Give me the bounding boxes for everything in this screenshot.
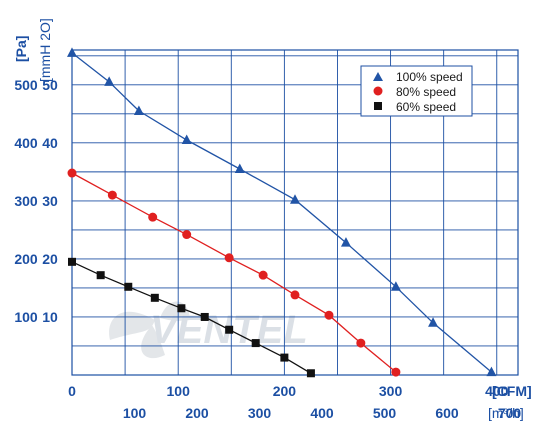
data-point-100-speed — [104, 76, 115, 86]
ventel-watermark-logo: VENTEL — [109, 301, 308, 359]
y-tick-mmh2o: 30 — [42, 193, 58, 209]
y-tick-mmh2o: 20 — [42, 251, 58, 267]
data-point-100-speed — [290, 194, 300, 204]
y-tick-mmh2o: 50 — [42, 77, 58, 93]
x-tick-m3h: 400 — [310, 405, 334, 421]
data-point-80-speed — [67, 168, 77, 178]
legend-marker-100 — [373, 72, 383, 81]
data-point-100-speed — [181, 134, 192, 144]
data-point-80-speed — [107, 190, 117, 200]
grid — [72, 50, 518, 375]
y-tick-pa: 300 — [14, 193, 38, 209]
legend-marker-80 — [373, 86, 383, 96]
data-point-80-speed — [290, 290, 300, 300]
data-point-60-speed — [225, 325, 234, 334]
x-tick-cfm: 100 — [167, 383, 191, 399]
x-axis-m3h-label: [m³/h] — [488, 405, 524, 421]
data-point-100-speed — [390, 281, 401, 291]
x-tick-m3h: 300 — [248, 405, 272, 421]
data-point-60-speed — [177, 304, 186, 313]
legend: 100% speed 80% speed 60% speed — [360, 65, 473, 117]
data-point-100-speed — [486, 366, 497, 377]
data-point-60-speed — [96, 271, 105, 280]
x-tick-cfm: 400 — [485, 383, 509, 399]
data-point-80-speed — [148, 212, 158, 222]
plot-frame — [71, 49, 519, 376]
data-point-60-speed — [306, 369, 315, 378]
data-point-80-speed — [182, 230, 192, 240]
x-tick-m3h: 100 — [123, 405, 147, 421]
data-point-80-speed — [391, 367, 401, 377]
legend-label-80: 80% speed — [396, 85, 456, 99]
x-tick-m3h: 700 — [498, 405, 522, 421]
data-point-60-speed — [280, 353, 289, 362]
series-line-100-speed — [71, 52, 492, 373]
data-point-80-speed — [356, 338, 366, 348]
x-tick-cfm: 200 — [273, 383, 297, 399]
data-point-60-speed — [251, 339, 260, 348]
series-line-60-speed — [71, 261, 312, 374]
series-line-80-speed — [71, 172, 397, 373]
data-point-100-speed — [234, 163, 245, 173]
x-tick-cfm: 300 — [379, 383, 403, 399]
x-tick-cfm: 0 — [68, 383, 76, 399]
data-point-100-speed — [67, 47, 77, 57]
y-axis-mmh2o-label: [mmH 2O] — [37, 18, 53, 82]
y-tick-pa: 400 — [14, 135, 38, 151]
x-tick-m3h: 600 — [435, 405, 459, 421]
y-tick-mmh2o: 40 — [42, 135, 58, 151]
data-point-100-speed — [340, 237, 351, 247]
data-point-80-speed — [324, 310, 334, 320]
y-tick-pa: 200 — [14, 251, 38, 267]
data-point-100-speed — [133, 105, 144, 115]
data-point-60-speed — [124, 282, 133, 291]
x-tick-m3h: 200 — [185, 405, 209, 421]
data-point-60-speed — [200, 312, 209, 321]
x-tick-m3h: 500 — [373, 405, 397, 421]
series-layer — [67, 47, 497, 378]
y-axis-pa-label: [Pa] — [13, 36, 29, 62]
y-tick-pa: 100 — [14, 309, 38, 325]
data-point-100-speed — [428, 317, 439, 327]
data-point-80-speed — [224, 253, 234, 263]
legend-label-100: 100% speed — [396, 70, 463, 84]
data-point-80-speed — [258, 270, 268, 280]
y-tick-pa: 500 — [14, 77, 38, 93]
data-point-60-speed — [68, 257, 76, 266]
data-point-60-speed — [150, 293, 159, 302]
x-axis-cfm-label: [CFM] — [492, 383, 532, 399]
legend-label-60: 60% speed — [396, 100, 456, 114]
legend-marker-60 — [374, 102, 382, 110]
y-tick-mmh2o: 10 — [42, 309, 58, 325]
